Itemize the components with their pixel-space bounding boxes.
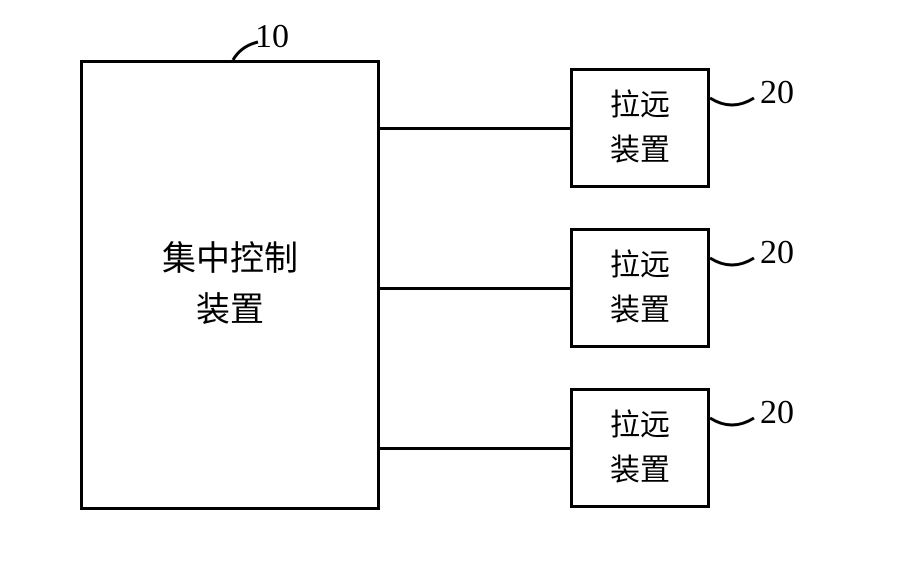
callout-curve (710, 258, 754, 265)
connector-line (380, 287, 570, 290)
central-control-text: 集中控制 装置 (162, 234, 298, 336)
remote-box-line2: 装置 (610, 288, 670, 333)
remote-box-text: 拉远装置 (610, 403, 670, 493)
central-control-line2: 装置 (162, 285, 298, 336)
remote-id-label: 20 (760, 234, 794, 272)
remote-box-line2: 装置 (610, 128, 670, 173)
remote-box-line1: 拉远 (610, 403, 670, 448)
callout-curve (710, 418, 754, 425)
connector-line (380, 447, 570, 450)
remote-box-text: 拉远装置 (610, 243, 670, 333)
remote-id-label: 20 (760, 394, 794, 432)
callout-curve (710, 98, 754, 105)
connector-line (380, 127, 570, 130)
remote-box-line1: 拉远 (610, 243, 670, 288)
remote-id-label: 20 (760, 74, 794, 112)
remote-box-line1: 拉远 (610, 83, 670, 128)
central-control-id-label: 10 (255, 18, 289, 56)
remote-box-text: 拉远装置 (610, 83, 670, 173)
central-control-box: 集中控制 装置 (80, 60, 380, 510)
remote-box: 拉远装置 (570, 68, 710, 188)
remote-box: 拉远装置 (570, 388, 710, 508)
central-control-line1: 集中控制 (162, 234, 298, 285)
remote-box-line2: 装置 (610, 448, 670, 493)
remote-box: 拉远装置 (570, 228, 710, 348)
